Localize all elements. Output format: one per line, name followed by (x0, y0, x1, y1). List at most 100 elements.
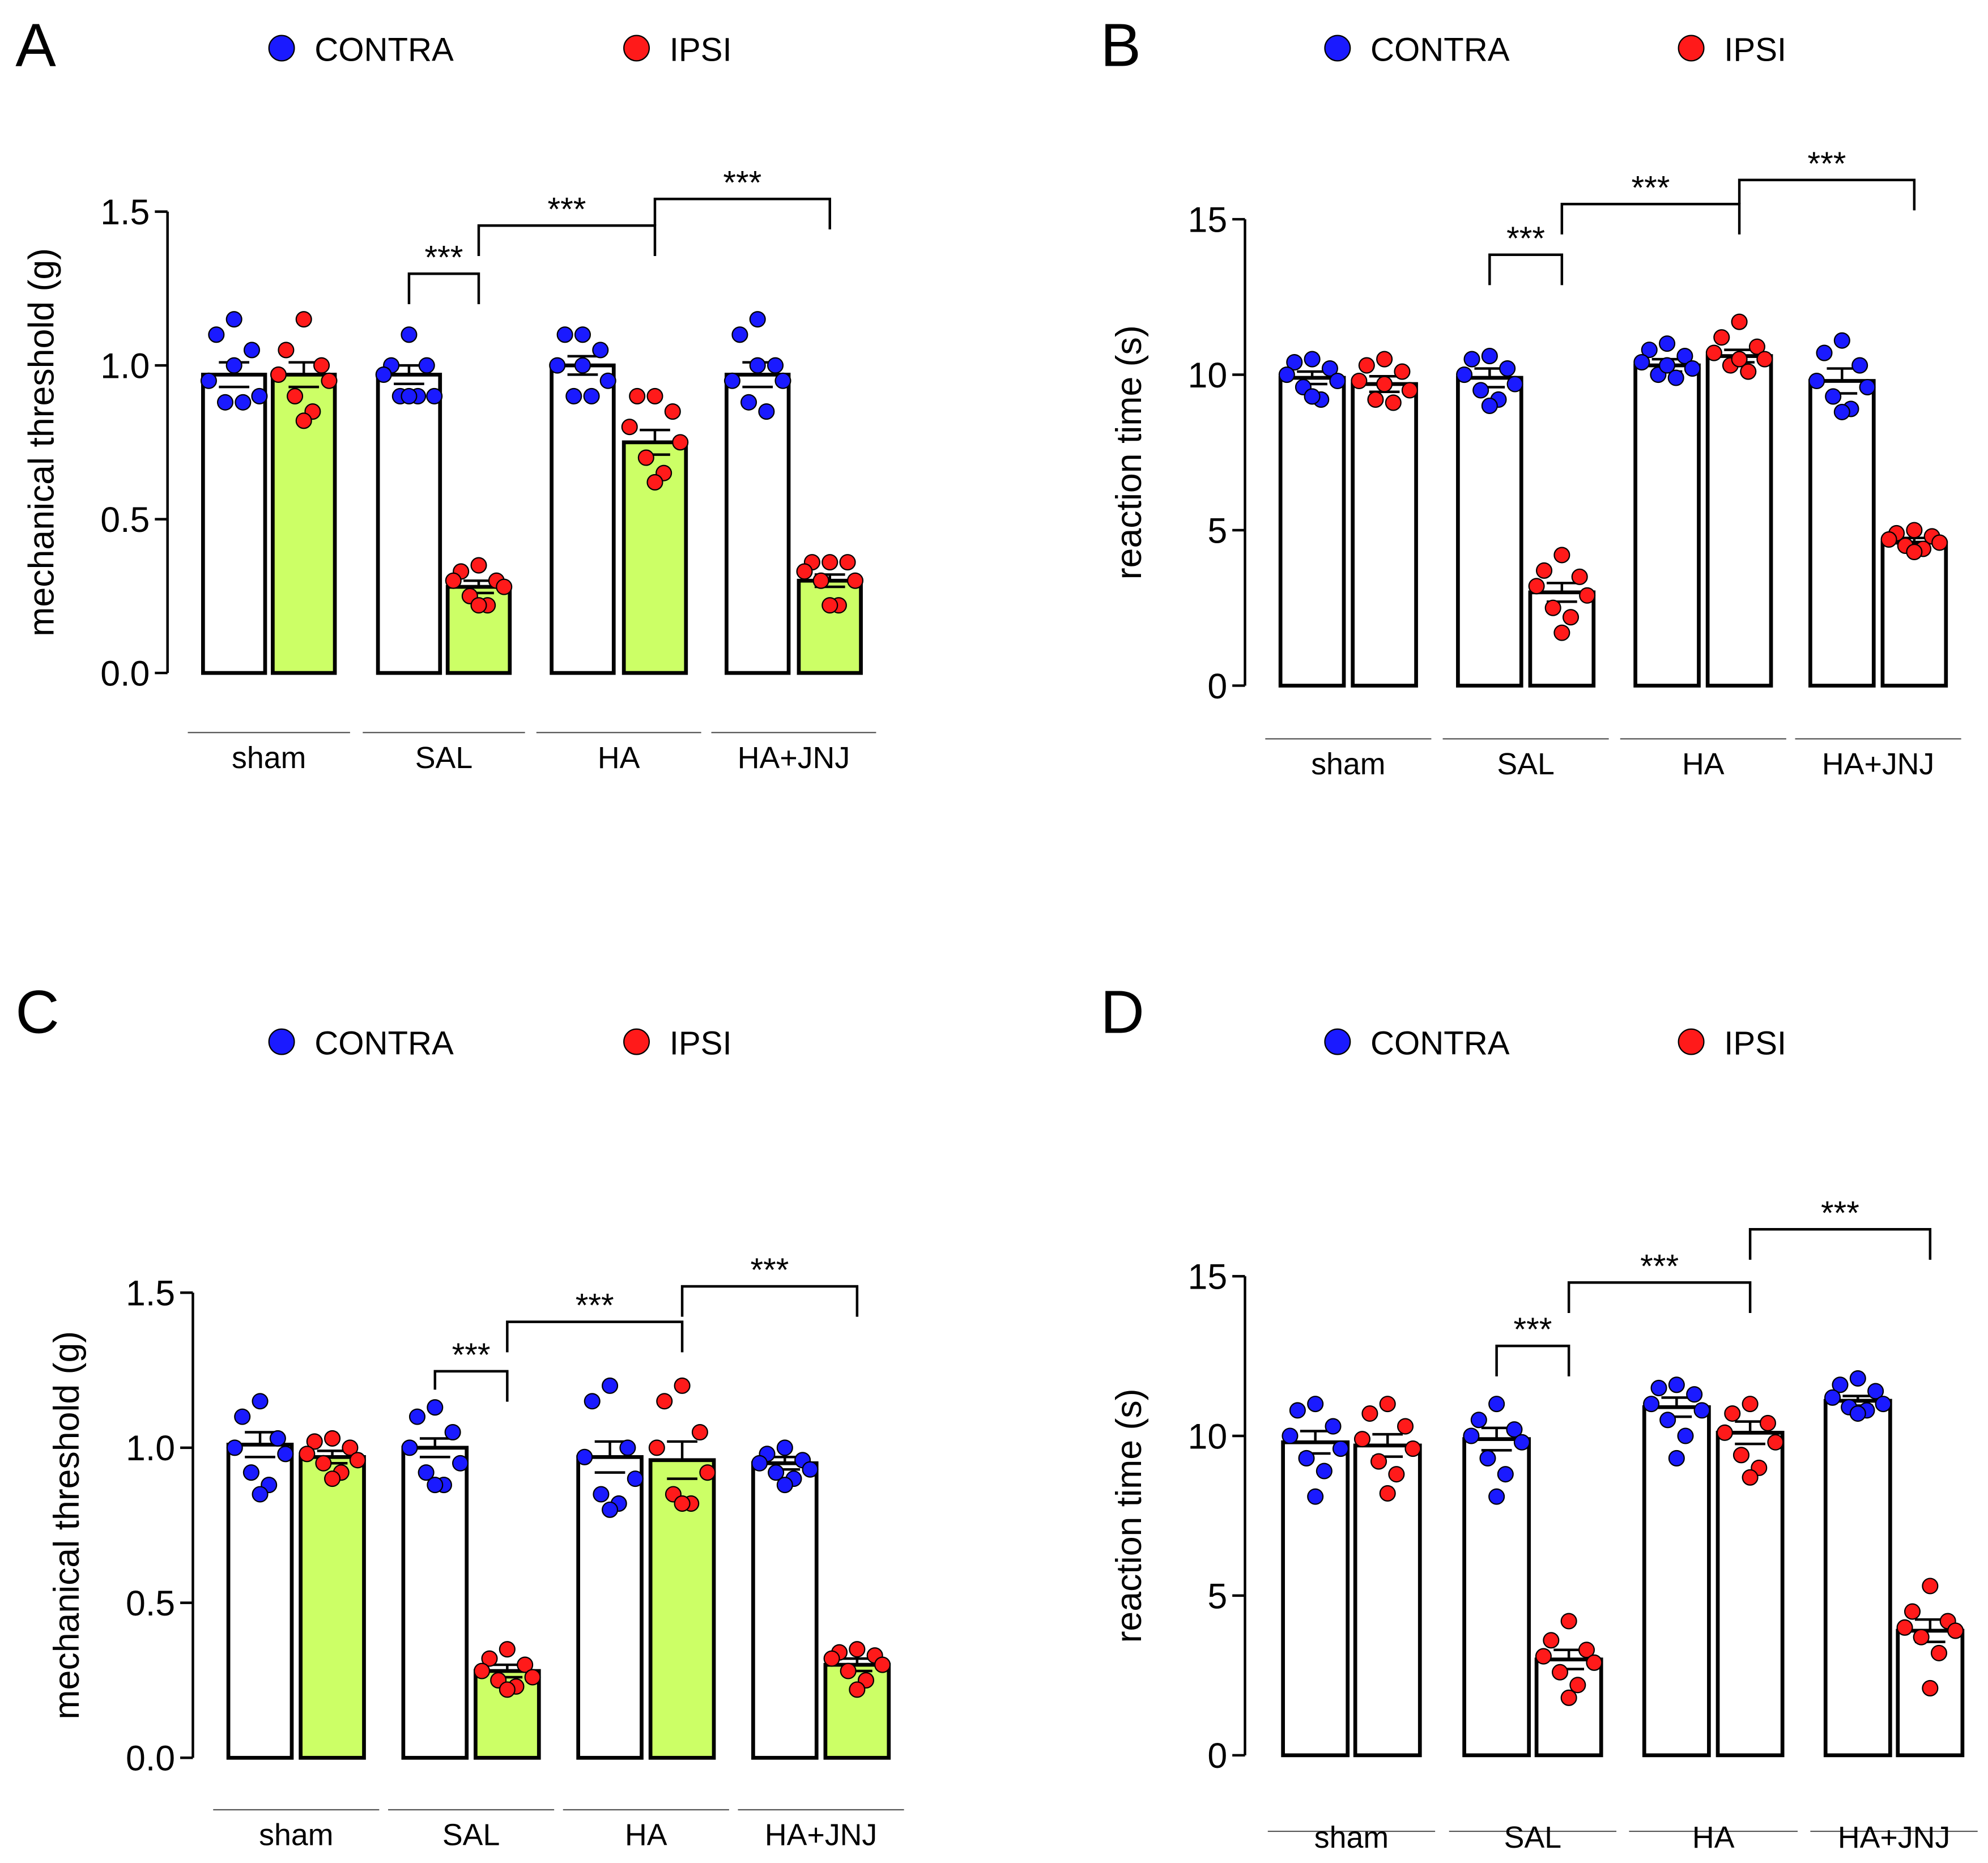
data-point (1740, 363, 1757, 380)
y-tick-label: 15 (1188, 200, 1228, 240)
y-tick-label: 5 (1207, 1576, 1227, 1616)
data-point (1579, 587, 1596, 604)
y-axis-label: mechanical threshold (g) (22, 248, 61, 637)
y-tick-label: 1.5 (100, 193, 150, 232)
data-point (619, 1439, 636, 1456)
data-point (583, 387, 600, 404)
data-point (1633, 354, 1650, 371)
data-point (1896, 1619, 1913, 1636)
y-tick-label: 0 (1207, 1736, 1227, 1776)
data-point (1278, 366, 1295, 383)
data-point (1659, 1412, 1676, 1429)
data-point (1379, 1485, 1396, 1502)
data-point (252, 1486, 269, 1503)
data-point (674, 1495, 691, 1512)
data-point (342, 1439, 359, 1456)
data-point (1506, 376, 1523, 393)
data-point (1650, 1379, 1667, 1396)
data-point (648, 1439, 665, 1456)
x-category-label: SAL (442, 1818, 500, 1852)
y-tick-label: 1.0 (126, 1429, 175, 1468)
data-point (812, 572, 829, 589)
bar-ipsi-ha+jnj (797, 578, 863, 675)
x-category-label: HA+JNJ (738, 741, 850, 775)
data-point (1667, 369, 1684, 386)
data-point (767, 357, 784, 374)
data-point (1361, 1405, 1378, 1422)
data-point (1404, 1440, 1421, 1457)
data-point (802, 1461, 819, 1478)
data-point (401, 1439, 418, 1456)
data-point (1586, 1654, 1603, 1671)
panel-label: B (1100, 11, 1141, 79)
data-point (1851, 357, 1868, 374)
significance-label: *** (452, 1337, 491, 1374)
data-point (427, 1477, 444, 1494)
data-point (646, 474, 663, 491)
x-category-label: SAL (1504, 1821, 1561, 1855)
data-point (1321, 360, 1338, 377)
y-tick-label: 0.5 (126, 1584, 175, 1623)
data-point (593, 1486, 610, 1503)
data-point (574, 357, 591, 374)
data-point (821, 554, 838, 571)
data-point (1481, 397, 1498, 414)
data-point (1716, 1424, 1733, 1441)
data-point (1456, 366, 1473, 383)
x-category-label: HA+JNJ (1838, 1821, 1950, 1855)
bar-ipsi-ha+jnj (1880, 540, 1948, 688)
significance-bracket (1488, 253, 1564, 285)
panel-a: A CONTRA IPSI 0.0 0.5 1.0 1.5 mechanical thresh… (15, 11, 876, 775)
significance-label: *** (1632, 169, 1670, 206)
data-point (401, 326, 418, 343)
data-point (1767, 1434, 1784, 1451)
data-point (1397, 1418, 1414, 1435)
data-point (758, 403, 775, 420)
legend-ipsi-label: IPSI (670, 31, 732, 68)
significance-bracket (1567, 1281, 1752, 1313)
data-point (574, 326, 591, 343)
data-point (840, 1662, 857, 1679)
legend-ipsi-label: IPSI (670, 1025, 732, 1062)
data-point (731, 326, 748, 343)
data-point (1304, 351, 1321, 368)
data-point (674, 1377, 691, 1394)
data-point (1931, 534, 1948, 551)
data-point (524, 1669, 541, 1686)
data-point (1472, 382, 1489, 399)
data-point (1849, 1370, 1866, 1387)
data-point (599, 372, 616, 389)
data-point (1286, 354, 1303, 371)
data-point (208, 326, 225, 343)
data-point (216, 394, 234, 411)
data-point (1553, 547, 1570, 564)
data-point (1677, 1427, 1694, 1444)
data-point (1329, 372, 1346, 390)
bar-contra-sal (1456, 376, 1523, 688)
data-point (1551, 1664, 1569, 1681)
x-category-label: HA (1692, 1821, 1735, 1855)
data-point (1859, 378, 1876, 396)
significance-label: *** (1640, 1248, 1679, 1285)
x-category-label: sham (1314, 1821, 1389, 1855)
bar-contra-ha+jnj (1808, 379, 1876, 688)
data-point (637, 449, 654, 466)
data-point (1668, 1450, 1685, 1467)
data-point (699, 1464, 716, 1481)
data-point (470, 557, 487, 574)
data-point (1367, 391, 1384, 408)
significance-bracket (506, 1320, 684, 1353)
data-point (1676, 348, 1693, 365)
data-point (646, 387, 663, 404)
data-point (602, 1501, 619, 1518)
data-point (1370, 1453, 1387, 1470)
data-point (1332, 1440, 1349, 1457)
data-point (1686, 1386, 1703, 1403)
bar-contra-sham (201, 373, 267, 675)
data-point (749, 311, 766, 328)
data-point (1659, 357, 1676, 374)
bar-ipsi-sal (1534, 1657, 1603, 1758)
data-point (496, 578, 513, 595)
data-point (821, 597, 838, 614)
